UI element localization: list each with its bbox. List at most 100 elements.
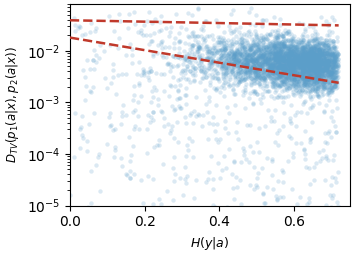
Point <box>259 67 264 71</box>
Point <box>250 70 256 74</box>
Point <box>294 71 299 75</box>
Point <box>299 64 305 68</box>
Point <box>275 95 280 100</box>
Point <box>253 66 259 70</box>
Point <box>131 144 136 148</box>
Point <box>268 57 274 61</box>
Point <box>292 65 298 69</box>
Point <box>264 69 269 73</box>
Point <box>313 58 319 62</box>
Point <box>316 85 322 89</box>
Point <box>295 61 300 65</box>
Point <box>320 55 325 59</box>
Point <box>274 71 280 75</box>
Point <box>208 60 214 64</box>
Point <box>272 44 277 48</box>
Point <box>285 63 291 68</box>
Point <box>325 64 330 68</box>
Point <box>304 74 309 79</box>
Point <box>330 65 336 69</box>
Point <box>292 62 298 67</box>
Point <box>297 54 303 58</box>
Point <box>309 86 314 90</box>
Point <box>243 50 249 54</box>
Point <box>315 67 321 71</box>
Point <box>263 50 269 54</box>
Point <box>291 60 296 64</box>
Point <box>250 40 256 44</box>
Point <box>286 77 292 81</box>
Point <box>299 65 304 69</box>
Point <box>274 83 279 87</box>
Point <box>273 48 278 52</box>
Point <box>276 74 282 79</box>
Point <box>299 63 305 67</box>
Point <box>291 79 297 83</box>
Point <box>216 43 221 47</box>
Point <box>240 75 246 79</box>
Point <box>277 17 282 21</box>
Point <box>243 54 249 58</box>
Point <box>280 78 286 82</box>
Point <box>286 56 291 60</box>
Point <box>320 63 326 67</box>
Point <box>280 55 285 59</box>
Point <box>331 119 336 123</box>
Point <box>291 54 296 58</box>
Point <box>327 80 332 84</box>
Point <box>272 65 278 69</box>
Point <box>198 59 204 63</box>
Point <box>287 50 293 54</box>
Point <box>224 70 229 74</box>
Point <box>239 40 245 44</box>
Point <box>192 66 198 70</box>
Point <box>323 48 329 52</box>
Point <box>310 64 316 68</box>
Point <box>270 80 276 84</box>
Point <box>265 58 270 62</box>
Point <box>287 50 292 54</box>
Point <box>272 72 278 76</box>
Point <box>255 59 260 63</box>
Point <box>302 51 308 55</box>
Point <box>234 50 240 55</box>
Point <box>236 80 242 84</box>
Point <box>244 157 249 162</box>
Point <box>329 71 335 75</box>
Point <box>331 49 337 53</box>
Point <box>300 65 306 69</box>
Point <box>292 56 298 60</box>
Point <box>175 78 181 82</box>
Point <box>290 68 296 72</box>
Point <box>200 113 206 117</box>
Point <box>315 79 321 83</box>
Point <box>270 71 275 75</box>
Point <box>272 62 277 67</box>
Point <box>263 45 269 49</box>
Point <box>329 88 335 92</box>
Point <box>299 66 304 70</box>
Point <box>312 57 318 61</box>
Point <box>326 59 332 63</box>
Point <box>235 71 241 75</box>
Point <box>204 68 210 72</box>
Point <box>187 54 193 58</box>
Point <box>256 81 262 85</box>
Point <box>329 60 335 64</box>
Point <box>299 46 304 50</box>
Point <box>292 59 297 63</box>
Point <box>144 19 150 23</box>
Point <box>234 60 240 64</box>
Point <box>231 72 236 76</box>
Point <box>272 52 278 57</box>
Point <box>250 150 256 154</box>
Point <box>312 47 318 51</box>
Point <box>329 175 335 179</box>
Point <box>240 57 246 61</box>
Point <box>140 201 145 205</box>
Point <box>322 70 328 74</box>
Point <box>274 81 279 86</box>
Point <box>311 56 317 60</box>
Point <box>315 50 321 55</box>
Point <box>306 58 312 62</box>
